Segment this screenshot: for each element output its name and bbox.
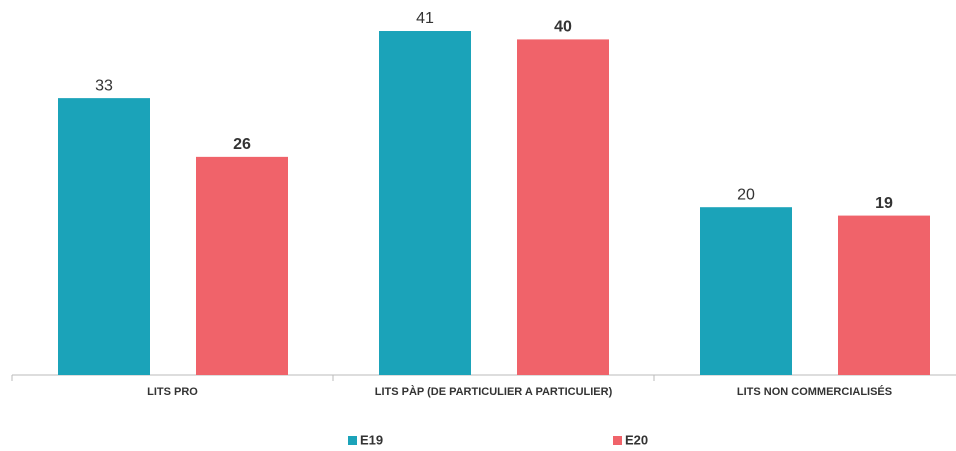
bar [838, 215, 930, 375]
bar [379, 31, 471, 375]
x-tick-label: LITS NON COMMERCIALISÉS [737, 385, 892, 398]
legend-swatch [348, 436, 357, 445]
value-label: 33 [95, 77, 113, 94]
bar [196, 156, 288, 375]
bar [58, 98, 150, 375]
value-label: 41 [416, 10, 434, 27]
value-label: 26 [233, 136, 251, 153]
value-label: 19 [875, 195, 893, 212]
x-tick-label: LITS PÀP (DE PARTICULIER A PARTICULIER) [375, 385, 613, 398]
value-label: 40 [554, 19, 572, 36]
x-tick-label: LITS PRO [147, 386, 198, 398]
bar [517, 39, 609, 376]
bar [700, 207, 792, 375]
legend-label: E19 [360, 432, 383, 447]
legend-swatch [613, 436, 622, 445]
value-label: 20 [737, 186, 755, 203]
legend-label: E20 [625, 432, 648, 447]
